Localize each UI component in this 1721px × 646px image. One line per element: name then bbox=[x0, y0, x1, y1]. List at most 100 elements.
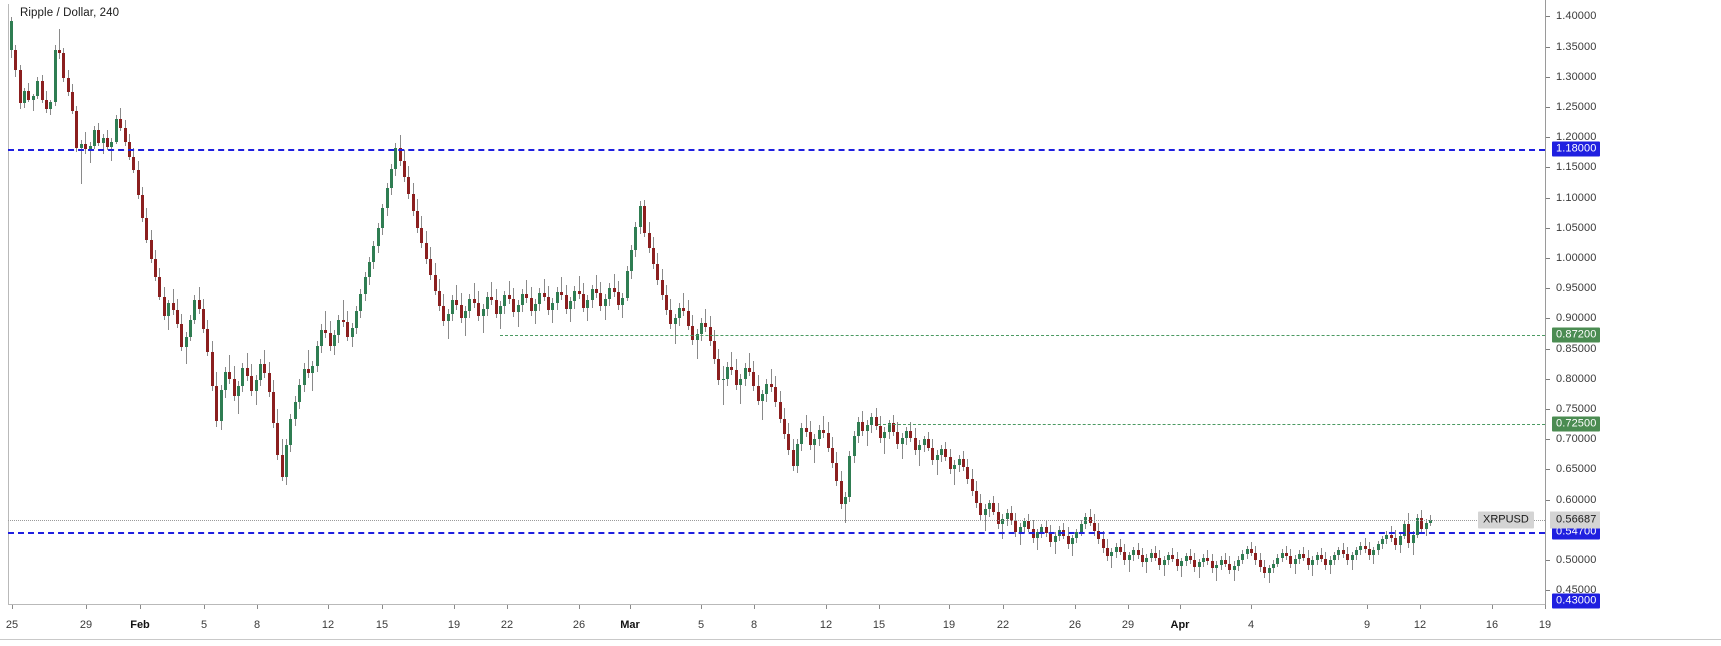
candle-body-bearish bbox=[687, 311, 690, 326]
candle-body-bullish bbox=[1385, 534, 1388, 540]
candle-body-bearish bbox=[1171, 555, 1174, 559]
candle-body-bearish bbox=[831, 447, 834, 464]
candle-body-bullish bbox=[1412, 534, 1415, 544]
level-line-resistance-0872[interactable] bbox=[500, 335, 1545, 337]
candle-body-bearish bbox=[525, 294, 528, 298]
candle-body-bullish bbox=[551, 302, 554, 310]
level-price-label-resistance-1180[interactable]: 1.18000 bbox=[1552, 141, 1601, 157]
candle-body-bearish bbox=[137, 169, 140, 196]
candle-body-bullish bbox=[241, 367, 244, 387]
candle-wick bbox=[264, 349, 265, 378]
candle-wick bbox=[697, 329, 698, 360]
candle-body-bullish bbox=[953, 464, 956, 470]
candle-body-bearish bbox=[1049, 533, 1052, 542]
candle-body-bullish bbox=[866, 424, 869, 431]
candle-body-bearish bbox=[150, 239, 153, 260]
candle-body-bearish bbox=[45, 99, 48, 110]
candle-body-bullish bbox=[167, 302, 170, 316]
price-tick-label: 0.90000 bbox=[1556, 312, 1597, 325]
time-tick bbox=[1420, 605, 1421, 609]
level-line-resistance-0725[interactable] bbox=[878, 424, 1545, 426]
candle-body-bearish bbox=[202, 308, 205, 330]
level-price-label-resistance-0872[interactable]: 0.87200 bbox=[1552, 327, 1601, 343]
time-axis[interactable]: 25 29 Feb 5 8 12 15 19 22 26 Mar 5 8 12 15 19 22 26 29 Apr 4… bbox=[0, 605, 1551, 639]
candle-body-bearish bbox=[709, 326, 712, 342]
candle-wick bbox=[483, 303, 484, 333]
candle-wick bbox=[937, 450, 938, 476]
candle-body-bullish bbox=[359, 294, 362, 312]
candle-body-bullish bbox=[1215, 564, 1218, 569]
candle-body-bullish bbox=[744, 367, 747, 379]
candle-wick bbox=[884, 427, 885, 454]
candle-body-bearish bbox=[1045, 527, 1048, 534]
price-tick bbox=[1546, 590, 1550, 592]
candle-body-bearish bbox=[805, 428, 808, 432]
candle-body-bullish bbox=[36, 81, 39, 97]
candle-body-bullish bbox=[1071, 538, 1074, 545]
candle-wick bbox=[199, 286, 200, 314]
candle-body-bearish bbox=[158, 277, 161, 297]
candle-wick bbox=[456, 284, 457, 310]
price-tick bbox=[1546, 378, 1550, 380]
price-axis[interactable]: 1.40000 1.35000 1.30000 1.25000 1.20000 1.150… bbox=[1478, 0, 1721, 609]
candle-body-bullish bbox=[1075, 532, 1078, 539]
candle-body-bullish bbox=[482, 308, 485, 316]
candle-wick bbox=[1251, 541, 1252, 557]
candle-wick bbox=[1295, 555, 1296, 575]
candle-body-bullish bbox=[1202, 557, 1205, 563]
price-tick-label: 0.65000 bbox=[1556, 463, 1597, 476]
candle-body-bearish bbox=[530, 297, 533, 312]
candle-body-bullish bbox=[608, 288, 611, 300]
candle-body-bearish bbox=[176, 309, 179, 325]
level-line-resistance-1180[interactable] bbox=[8, 149, 1545, 152]
level-price-label-resistance-0725[interactable]: 0.72500 bbox=[1552, 416, 1601, 432]
candle-body-bearish bbox=[704, 323, 707, 327]
price-tick-label: 0.95000 bbox=[1556, 282, 1597, 295]
candle-wick bbox=[518, 300, 519, 327]
candle-body-bearish bbox=[246, 367, 249, 377]
candle-body-bullish bbox=[10, 21, 13, 50]
current-price-line bbox=[8, 519, 1545, 521]
candle-body-bullish bbox=[1150, 552, 1153, 558]
candle-body-bullish bbox=[626, 271, 629, 298]
current-price-label[interactable]: 0.56687 bbox=[1550, 511, 1601, 529]
candle-body-bullish bbox=[634, 226, 637, 250]
candle-body-bearish bbox=[665, 295, 668, 310]
candle-wick bbox=[1365, 538, 1366, 553]
level-line-support-0547[interactable] bbox=[8, 531, 1545, 534]
time-tick bbox=[86, 605, 87, 609]
candle-body-bullish bbox=[1237, 560, 1240, 567]
candle-body-bearish bbox=[861, 422, 864, 431]
time-tick-label: 26 bbox=[572, 619, 586, 631]
candle-wick bbox=[1286, 545, 1287, 560]
price-tick bbox=[1546, 408, 1550, 410]
candle-body-bullish bbox=[320, 330, 323, 347]
time-tick bbox=[1492, 605, 1493, 609]
window-bottom-border bbox=[0, 639, 1721, 640]
candle-body-bullish bbox=[499, 306, 502, 314]
price-tick-label: 1.40000 bbox=[1556, 10, 1597, 23]
candle-body-bearish bbox=[944, 448, 947, 458]
candle-wick bbox=[500, 301, 501, 330]
candle-body-bearish bbox=[14, 49, 17, 71]
price-tick bbox=[1546, 46, 1550, 48]
candle-body-bullish bbox=[800, 428, 803, 445]
candle-body-bearish bbox=[787, 434, 790, 451]
candlestick-plot[interactable] bbox=[8, 4, 1545, 605]
candle-body-bearish bbox=[879, 425, 882, 438]
plot-left-border bbox=[8, 4, 9, 605]
candle-body-bearish bbox=[770, 383, 773, 388]
price-tick bbox=[1546, 167, 1550, 169]
candle-body-bullish bbox=[818, 429, 821, 440]
candle-body-bullish bbox=[1115, 546, 1118, 552]
candle-body-bearish bbox=[75, 110, 78, 149]
candle-body-bearish bbox=[97, 129, 100, 143]
candle-body-bullish bbox=[351, 328, 354, 337]
level-price-label-bottom-clipped[interactable]: 0.43000 bbox=[1552, 593, 1601, 609]
candle-body-bearish bbox=[966, 466, 969, 480]
time-tick bbox=[1367, 605, 1368, 609]
time-tick bbox=[949, 605, 950, 609]
candle-wick bbox=[749, 353, 750, 377]
time-tick-label: 5 bbox=[200, 619, 208, 631]
